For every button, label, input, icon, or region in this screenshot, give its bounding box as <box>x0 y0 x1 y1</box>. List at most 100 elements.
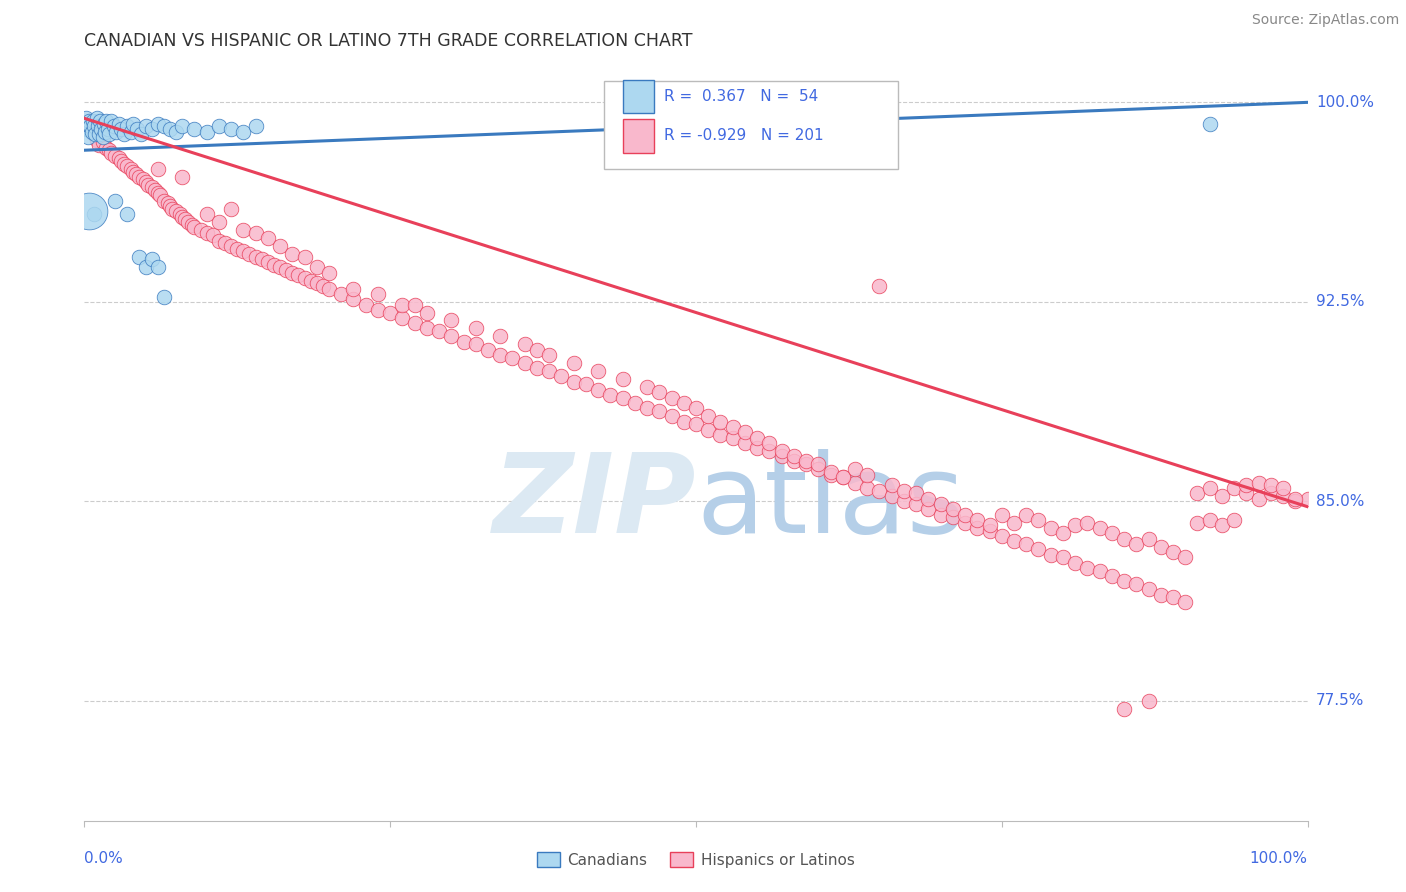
Point <box>276 263 298 277</box>
Point <box>526 343 548 357</box>
Point <box>125 167 148 181</box>
Text: Source: ZipAtlas.com: Source: ZipAtlas.com <box>1251 13 1399 28</box>
Point <box>122 117 145 131</box>
Point <box>1187 516 1209 530</box>
Point <box>1028 513 1050 527</box>
Point <box>132 172 155 186</box>
Point <box>1039 521 1062 535</box>
Point <box>330 286 353 301</box>
Point <box>880 478 903 492</box>
Point <box>281 266 304 280</box>
Point <box>391 297 413 311</box>
FancyBboxPatch shape <box>605 81 898 169</box>
Point <box>129 128 152 142</box>
Point <box>156 196 179 211</box>
Point <box>141 122 163 136</box>
Point <box>464 321 486 335</box>
Point <box>103 120 125 134</box>
Text: R =  0.367   N =  54: R = 0.367 N = 54 <box>664 89 818 104</box>
Point <box>440 313 463 327</box>
Point <box>734 435 756 450</box>
Point <box>942 502 965 516</box>
Point <box>89 114 111 128</box>
Point <box>1088 521 1111 535</box>
Point <box>1150 587 1173 601</box>
Point <box>1296 491 1319 506</box>
Point <box>149 188 172 202</box>
Point <box>245 120 267 134</box>
Point <box>1236 478 1258 492</box>
Point <box>685 417 707 432</box>
Point <box>110 153 132 168</box>
Point <box>80 125 103 139</box>
Point <box>747 441 769 455</box>
Point <box>1260 486 1282 500</box>
Point <box>1247 491 1270 506</box>
Point <box>489 348 512 362</box>
Point <box>991 508 1014 522</box>
Text: 85.0%: 85.0% <box>1316 494 1364 509</box>
Point <box>794 457 817 471</box>
Point <box>173 212 195 227</box>
Point <box>86 112 108 126</box>
Point <box>758 435 780 450</box>
Text: CANADIAN VS HISPANIC OR LATINO 7TH GRADE CORRELATION CHART: CANADIAN VS HISPANIC OR LATINO 7TH GRADE… <box>84 32 693 50</box>
Point <box>76 122 98 136</box>
Point <box>721 431 744 445</box>
Point <box>153 194 176 208</box>
Point <box>416 305 439 319</box>
Point <box>636 401 658 416</box>
Point <box>489 329 512 343</box>
Point <box>294 271 316 285</box>
Point <box>672 415 695 429</box>
FancyBboxPatch shape <box>623 80 654 113</box>
Point <box>1223 513 1246 527</box>
Point <box>97 143 120 157</box>
Point <box>624 396 647 410</box>
Point <box>1247 475 1270 490</box>
Point <box>141 180 163 194</box>
Point <box>747 120 769 134</box>
Point <box>1101 569 1123 583</box>
Point <box>84 128 107 142</box>
Point <box>96 114 118 128</box>
Text: 100.0%: 100.0% <box>1250 851 1308 866</box>
Point <box>342 292 364 306</box>
Point <box>318 266 340 280</box>
Point <box>502 351 524 365</box>
Point <box>464 337 486 351</box>
Point <box>105 125 128 139</box>
Point <box>87 137 110 152</box>
Point <box>232 244 254 259</box>
Point <box>245 250 267 264</box>
Point <box>856 481 879 495</box>
Point <box>1161 590 1184 604</box>
Point <box>159 122 181 136</box>
Point <box>143 183 166 197</box>
Point <box>1137 582 1160 597</box>
Point <box>929 497 952 511</box>
Point <box>115 120 138 134</box>
Point <box>1052 526 1074 541</box>
Point <box>869 483 891 498</box>
Point <box>83 207 105 221</box>
Point <box>120 125 142 139</box>
Point <box>1064 518 1087 533</box>
Point <box>599 388 621 402</box>
Point <box>1198 481 1220 495</box>
Point <box>1211 518 1233 533</box>
Point <box>575 377 598 392</box>
Point <box>1101 526 1123 541</box>
Point <box>538 364 561 378</box>
Point <box>305 277 328 291</box>
Point <box>844 462 866 476</box>
Point <box>219 202 242 216</box>
Point <box>181 218 204 232</box>
Point <box>90 122 112 136</box>
Point <box>305 260 328 275</box>
Point <box>93 117 115 131</box>
Point <box>562 375 585 389</box>
Point <box>238 247 260 261</box>
Point <box>905 497 928 511</box>
Point <box>929 508 952 522</box>
